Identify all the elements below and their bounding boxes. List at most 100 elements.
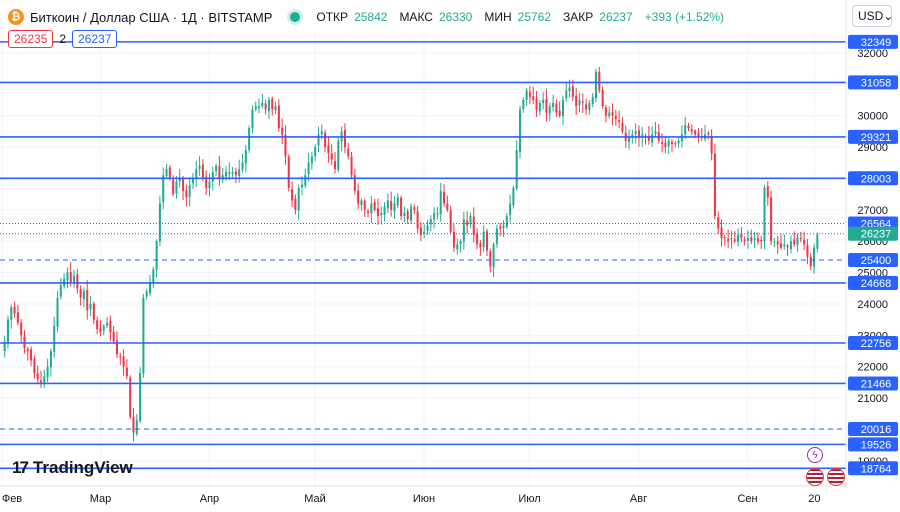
candle-body	[277, 105, 280, 129]
candle-body	[191, 178, 194, 184]
market-status-icon[interactable]	[290, 12, 301, 22]
candle-body	[89, 303, 92, 309]
candle-body	[162, 175, 165, 202]
tradingview-logo[interactable]: 17 TradingView	[12, 458, 133, 478]
level-tag	[848, 335, 898, 350]
level-tag	[848, 34, 898, 49]
candle-body	[452, 231, 455, 248]
candle-body	[670, 142, 674, 144]
candle-body	[241, 162, 244, 170]
high-value: 26330	[438, 10, 473, 24]
us-flag-icon[interactable]	[806, 468, 824, 486]
candles	[3, 67, 819, 442]
candle-body	[231, 172, 234, 174]
level-tag	[848, 226, 898, 241]
candle-body	[82, 291, 85, 300]
candle-body	[472, 216, 475, 235]
level-tag	[848, 461, 898, 476]
candle-body	[195, 168, 198, 178]
buy-price-button[interactable]: 26237	[72, 30, 118, 48]
symbol-title[interactable]: Биткоин / Доллар США · 1Д · BITSTAMP	[30, 9, 273, 25]
level-tag	[848, 129, 898, 144]
candle-body	[386, 200, 389, 209]
candle-body	[505, 216, 508, 228]
candle-body	[274, 106, 277, 111]
candle-body	[218, 165, 221, 179]
candle-body	[380, 212, 383, 216]
high-label: МАКС	[399, 10, 433, 24]
candle-body	[509, 203, 512, 216]
candle-body	[182, 178, 185, 191]
candle-body	[337, 140, 340, 170]
candle-body	[145, 291, 148, 297]
candle-body	[201, 164, 204, 179]
candle-body	[727, 238, 730, 242]
candle-body	[743, 239, 746, 242]
candle-body	[803, 239, 806, 245]
candle-body	[733, 239, 736, 242]
y-tick-label: 22000	[857, 362, 888, 374]
candle-body	[244, 150, 247, 164]
levels	[0, 41, 846, 470]
candle-body	[436, 212, 439, 215]
candle-body	[634, 131, 637, 135]
candle-body	[96, 320, 99, 330]
candle-body	[753, 238, 756, 240]
candle-body	[433, 212, 436, 220]
candle-body	[439, 190, 442, 214]
candle-body	[571, 86, 574, 97]
candle-body	[776, 241, 779, 245]
y-tick-label: 27000	[857, 205, 888, 217]
candle-body	[13, 306, 16, 314]
level-tag-label: 26237	[861, 229, 892, 241]
level-tag-label: 31058	[861, 77, 892, 89]
level-tags: 3234931058293212800326564262372540024668…	[848, 34, 898, 476]
candle-body	[281, 127, 284, 135]
candle-body	[343, 130, 346, 147]
candle-body	[618, 120, 621, 122]
candle-body	[796, 238, 799, 245]
candle-body	[370, 203, 373, 214]
candle-body	[10, 307, 13, 320]
level-tag-label: 18764	[861, 463, 892, 475]
candle-body	[677, 140, 680, 144]
candle-body	[304, 175, 307, 186]
level-tag	[848, 75, 898, 90]
candle-body	[314, 147, 317, 157]
sell-price-button[interactable]: 26235	[8, 30, 54, 48]
candle-body	[224, 172, 228, 177]
candle-body	[628, 137, 631, 142]
candle-body	[416, 211, 419, 229]
x-tick-label: Мар	[90, 493, 112, 505]
currency-select[interactable]: USD ⌄	[852, 5, 893, 27]
candle-body	[49, 351, 52, 368]
candle-body	[661, 142, 664, 144]
candle-body	[578, 99, 581, 106]
candle-body	[512, 187, 515, 206]
candle-body	[710, 135, 713, 154]
open-label: ОТКР	[316, 10, 349, 24]
candle-body	[495, 228, 498, 244]
candle-body	[690, 129, 693, 132]
candle-body	[350, 156, 353, 176]
x-tick-label: Июн	[413, 493, 435, 505]
candle-body	[522, 99, 525, 109]
candle-body	[30, 349, 33, 361]
candle-body	[373, 202, 376, 210]
candle-body	[56, 297, 59, 327]
candle-body	[469, 216, 472, 224]
candle-body	[694, 130, 697, 135]
candle-body	[287, 156, 290, 188]
candle-body	[205, 176, 208, 188]
x-tick-label: Сен	[737, 493, 757, 505]
candle-body	[357, 190, 360, 204]
candle-body	[575, 95, 578, 107]
level-tag-label: 29321	[861, 132, 892, 144]
us-flag-icon-2[interactable]	[827, 468, 845, 486]
candle-body	[631, 134, 634, 137]
candle-body	[264, 103, 267, 110]
candle-body	[148, 281, 152, 294]
lightning-icon[interactable]: ϟ	[807, 447, 823, 463]
candle-body	[330, 153, 333, 160]
